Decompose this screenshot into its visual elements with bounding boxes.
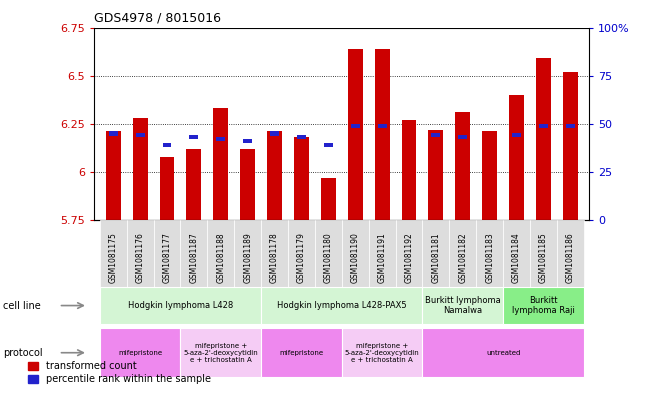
Bar (456, 112, 470, 220)
Bar (135, 133, 145, 138)
Text: untreated: untreated (486, 350, 520, 356)
Bar (563, 72, 577, 220)
Text: GSM1081185: GSM1081185 (539, 232, 548, 283)
Bar (509, 95, 524, 220)
Bar (512, 133, 521, 138)
Bar (240, 149, 255, 220)
Bar (189, 135, 199, 140)
Text: GSM1081191: GSM1081191 (378, 232, 387, 283)
Bar (297, 135, 306, 140)
Bar (482, 132, 497, 220)
Bar (106, 132, 120, 220)
Text: GSM1081177: GSM1081177 (163, 232, 171, 283)
Text: GDS4978 / 8015016: GDS4978 / 8015016 (94, 12, 221, 25)
Text: cell line: cell line (3, 301, 41, 310)
Text: GSM1081187: GSM1081187 (189, 232, 199, 283)
Text: GSM1081192: GSM1081192 (404, 232, 413, 283)
Bar (321, 178, 336, 220)
Bar (267, 132, 282, 220)
Text: GSM1081175: GSM1081175 (109, 232, 118, 283)
Text: Burkitt
lymphoma Raji: Burkitt lymphoma Raji (512, 296, 575, 315)
Text: GSM1081181: GSM1081181 (432, 232, 440, 283)
Text: mifepristone: mifepristone (118, 350, 162, 356)
Text: GSM1081176: GSM1081176 (135, 232, 145, 283)
Bar (428, 130, 443, 220)
Legend: transformed count, percentile rank within the sample: transformed count, percentile rank withi… (24, 358, 215, 388)
Bar (243, 139, 252, 143)
Text: protocol: protocol (3, 348, 43, 358)
Text: GSM1081182: GSM1081182 (458, 232, 467, 283)
Bar (159, 156, 174, 220)
Bar (566, 124, 575, 128)
Text: GSM1081186: GSM1081186 (566, 232, 575, 283)
Bar (375, 49, 389, 220)
Text: GSM1081189: GSM1081189 (243, 232, 252, 283)
Text: mifepristone +
5-aza-2'-deoxycytidin
e + trichostatin A: mifepristone + 5-aza-2'-deoxycytidin e +… (184, 343, 258, 363)
Bar (109, 131, 118, 136)
Text: Hodgkin lymphoma L428-PAX5: Hodgkin lymphoma L428-PAX5 (277, 301, 407, 310)
Text: GSM1081179: GSM1081179 (297, 232, 306, 283)
Text: GSM1081190: GSM1081190 (351, 232, 360, 283)
Bar (432, 133, 440, 138)
Bar (348, 49, 363, 220)
Text: GSM1081188: GSM1081188 (216, 232, 225, 283)
Bar (214, 108, 228, 220)
Text: mifepristone +
5-aza-2'-deoxycytidin
e + trichostatin A: mifepristone + 5-aza-2'-deoxycytidin e +… (345, 343, 419, 363)
Bar (402, 120, 417, 220)
Text: GSM1081184: GSM1081184 (512, 232, 521, 283)
Bar (324, 143, 333, 147)
Bar (351, 124, 359, 128)
Bar (539, 124, 548, 128)
Text: GSM1081178: GSM1081178 (270, 232, 279, 283)
Text: GSM1081180: GSM1081180 (324, 232, 333, 283)
Bar (270, 131, 279, 136)
Bar (186, 149, 201, 220)
Text: Hodgkin lymphoma L428: Hodgkin lymphoma L428 (128, 301, 233, 310)
Bar (216, 137, 225, 141)
Bar (163, 143, 171, 147)
Bar (458, 135, 467, 140)
Bar (536, 58, 551, 220)
Bar (378, 124, 387, 128)
Bar (294, 137, 309, 220)
Text: mifepristone: mifepristone (279, 350, 324, 356)
Text: Burkitt lymphoma
Namalwa: Burkitt lymphoma Namalwa (425, 296, 501, 315)
Text: GSM1081183: GSM1081183 (485, 232, 494, 283)
Bar (133, 118, 148, 220)
